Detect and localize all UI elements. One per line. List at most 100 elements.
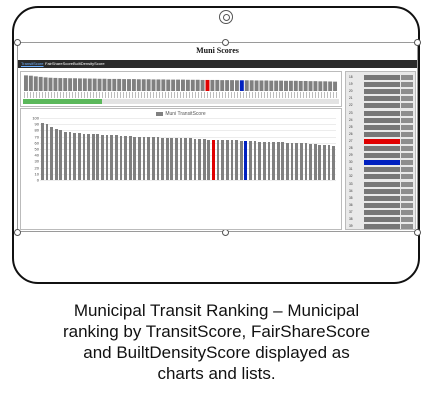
resize-handle-bottom-left[interactable] xyxy=(14,229,21,236)
chart-bar[interactable] xyxy=(207,139,211,180)
chart-bar[interactable] xyxy=(77,132,81,180)
chart-bar[interactable] xyxy=(175,138,178,180)
chart-bar[interactable] xyxy=(202,139,206,180)
tab-transit-score[interactable]: TransitScore xyxy=(21,61,44,66)
chart-bar[interactable] xyxy=(142,136,146,180)
chart-bar[interactable] xyxy=(68,132,72,180)
list-item[interactable]: 22 xyxy=(346,102,415,109)
chart-bar[interactable] xyxy=(193,139,197,180)
chart-bar[interactable] xyxy=(244,140,248,180)
chart-bar[interactable] xyxy=(253,140,257,180)
list-item[interactable]: 29 xyxy=(346,152,415,159)
resize-handle-bottom-right[interactable] xyxy=(414,229,421,236)
chart-bar[interactable] xyxy=(318,144,322,180)
chart-bar[interactable] xyxy=(304,143,308,180)
chart-bar[interactable] xyxy=(91,134,95,180)
chart-bar[interactable] xyxy=(323,144,326,180)
chart-bar[interactable] xyxy=(230,140,234,180)
chart-bar[interactable] xyxy=(110,135,114,180)
chart-bar[interactable] xyxy=(59,130,63,180)
chart-bar[interactable] xyxy=(179,138,183,180)
chart-bar[interactable] xyxy=(124,135,127,180)
tab-builtdensity-score[interactable]: BuiltDensityScore xyxy=(73,61,105,66)
rotate-handle-icon[interactable] xyxy=(219,10,233,24)
chart-bar[interactable] xyxy=(198,139,201,180)
list-item[interactable]: 24 xyxy=(346,117,415,124)
resize-handle-top-left[interactable] xyxy=(14,39,21,46)
chart-bar[interactable] xyxy=(249,140,252,180)
list-item[interactable]: 27 xyxy=(346,138,415,145)
chart-bar[interactable] xyxy=(50,126,53,180)
chart-bar[interactable] xyxy=(73,132,77,180)
chart-bar[interactable] xyxy=(276,142,280,180)
chart-bar[interactable] xyxy=(184,138,188,180)
chart-bar[interactable] xyxy=(290,142,294,180)
chart-bar[interactable] xyxy=(281,142,285,180)
chart-bar[interactable] xyxy=(133,136,137,180)
ranking-list[interactable]: 18 19 20 21 22 23 24 25 26 27 28 29 30 31 32 33 34 35 36 37… xyxy=(345,71,416,230)
list-item[interactable]: 35 xyxy=(346,195,415,202)
chart-bar[interactable] xyxy=(212,139,215,180)
chart-bar[interactable] xyxy=(105,134,109,180)
resize-handle-top-center[interactable] xyxy=(222,39,229,46)
list-item[interactable]: 36 xyxy=(346,202,415,209)
list-item[interactable]: 31 xyxy=(346,166,415,173)
chart-bar[interactable] xyxy=(235,140,238,180)
chart-bar[interactable] xyxy=(147,137,151,180)
overview-bar xyxy=(249,80,254,91)
list-item[interactable]: 26 xyxy=(346,131,415,138)
chart-bar[interactable] xyxy=(299,143,303,180)
resize-handle-top-right[interactable] xyxy=(414,39,421,46)
chart-bar[interactable] xyxy=(54,128,58,180)
chart-bar[interactable] xyxy=(114,135,118,180)
chart-bar[interactable] xyxy=(272,142,275,180)
chart-bar[interactable] xyxy=(239,140,243,180)
chart-bar[interactable] xyxy=(258,141,262,180)
chart-bar[interactable] xyxy=(267,141,271,180)
chart-bar[interactable] xyxy=(82,133,86,180)
chart-bar[interactable] xyxy=(161,137,164,180)
list-value xyxy=(401,174,413,180)
chart-bar[interactable] xyxy=(216,139,220,180)
chart-bar[interactable] xyxy=(40,122,44,180)
list-item[interactable]: 18 xyxy=(346,74,415,81)
list-item[interactable]: 25 xyxy=(346,124,415,131)
chart-bar[interactable] xyxy=(313,144,317,180)
list-item[interactable]: 20 xyxy=(346,88,415,95)
chart-bar[interactable] xyxy=(101,134,104,180)
list-item[interactable]: 38 xyxy=(346,216,415,223)
chart-bar[interactable] xyxy=(138,136,141,180)
chart-bar[interactable] xyxy=(225,140,229,180)
chart-bar[interactable] xyxy=(87,133,90,180)
chart-bar[interactable] xyxy=(221,139,225,180)
chart-bar[interactable] xyxy=(128,135,132,180)
chart-bar[interactable] xyxy=(262,141,266,180)
list-item[interactable]: 37 xyxy=(346,209,415,216)
chart-bar[interactable] xyxy=(170,137,174,180)
chart-bar[interactable] xyxy=(327,145,331,180)
list-item[interactable]: 21 xyxy=(346,95,415,102)
chart-bar[interactable] xyxy=(45,124,49,180)
chart-bar[interactable] xyxy=(309,144,312,180)
list-item[interactable]: 33 xyxy=(346,181,415,188)
list-item[interactable]: 32 xyxy=(346,173,415,180)
list-item[interactable]: 30 xyxy=(346,159,415,166)
list-value xyxy=(401,224,413,229)
list-item[interactable]: 34 xyxy=(346,188,415,195)
chart-bar[interactable] xyxy=(188,138,192,180)
chart-bar[interactable] xyxy=(156,137,160,180)
list-item[interactable]: 23 xyxy=(346,110,415,117)
list-item[interactable]: 19 xyxy=(346,81,415,88)
chart-bar[interactable] xyxy=(151,137,155,180)
list-item[interactable]: 39 xyxy=(346,223,415,229)
chart-bar[interactable] xyxy=(295,142,299,180)
chart-bar[interactable] xyxy=(64,131,67,180)
chart-bar[interactable] xyxy=(165,137,169,180)
list-item[interactable]: 28 xyxy=(346,145,415,152)
chart-bar[interactable] xyxy=(286,142,289,180)
chart-bar[interactable] xyxy=(332,145,336,180)
chart-bar[interactable] xyxy=(96,134,100,180)
tab-fairshare-score[interactable]: FairShareScore xyxy=(45,61,74,66)
chart-bar[interactable] xyxy=(119,135,123,180)
resize-handle-bottom-center[interactable] xyxy=(222,229,229,236)
